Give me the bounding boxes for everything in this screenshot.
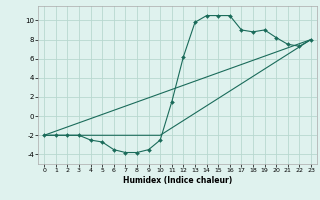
X-axis label: Humidex (Indice chaleur): Humidex (Indice chaleur) — [123, 176, 232, 185]
